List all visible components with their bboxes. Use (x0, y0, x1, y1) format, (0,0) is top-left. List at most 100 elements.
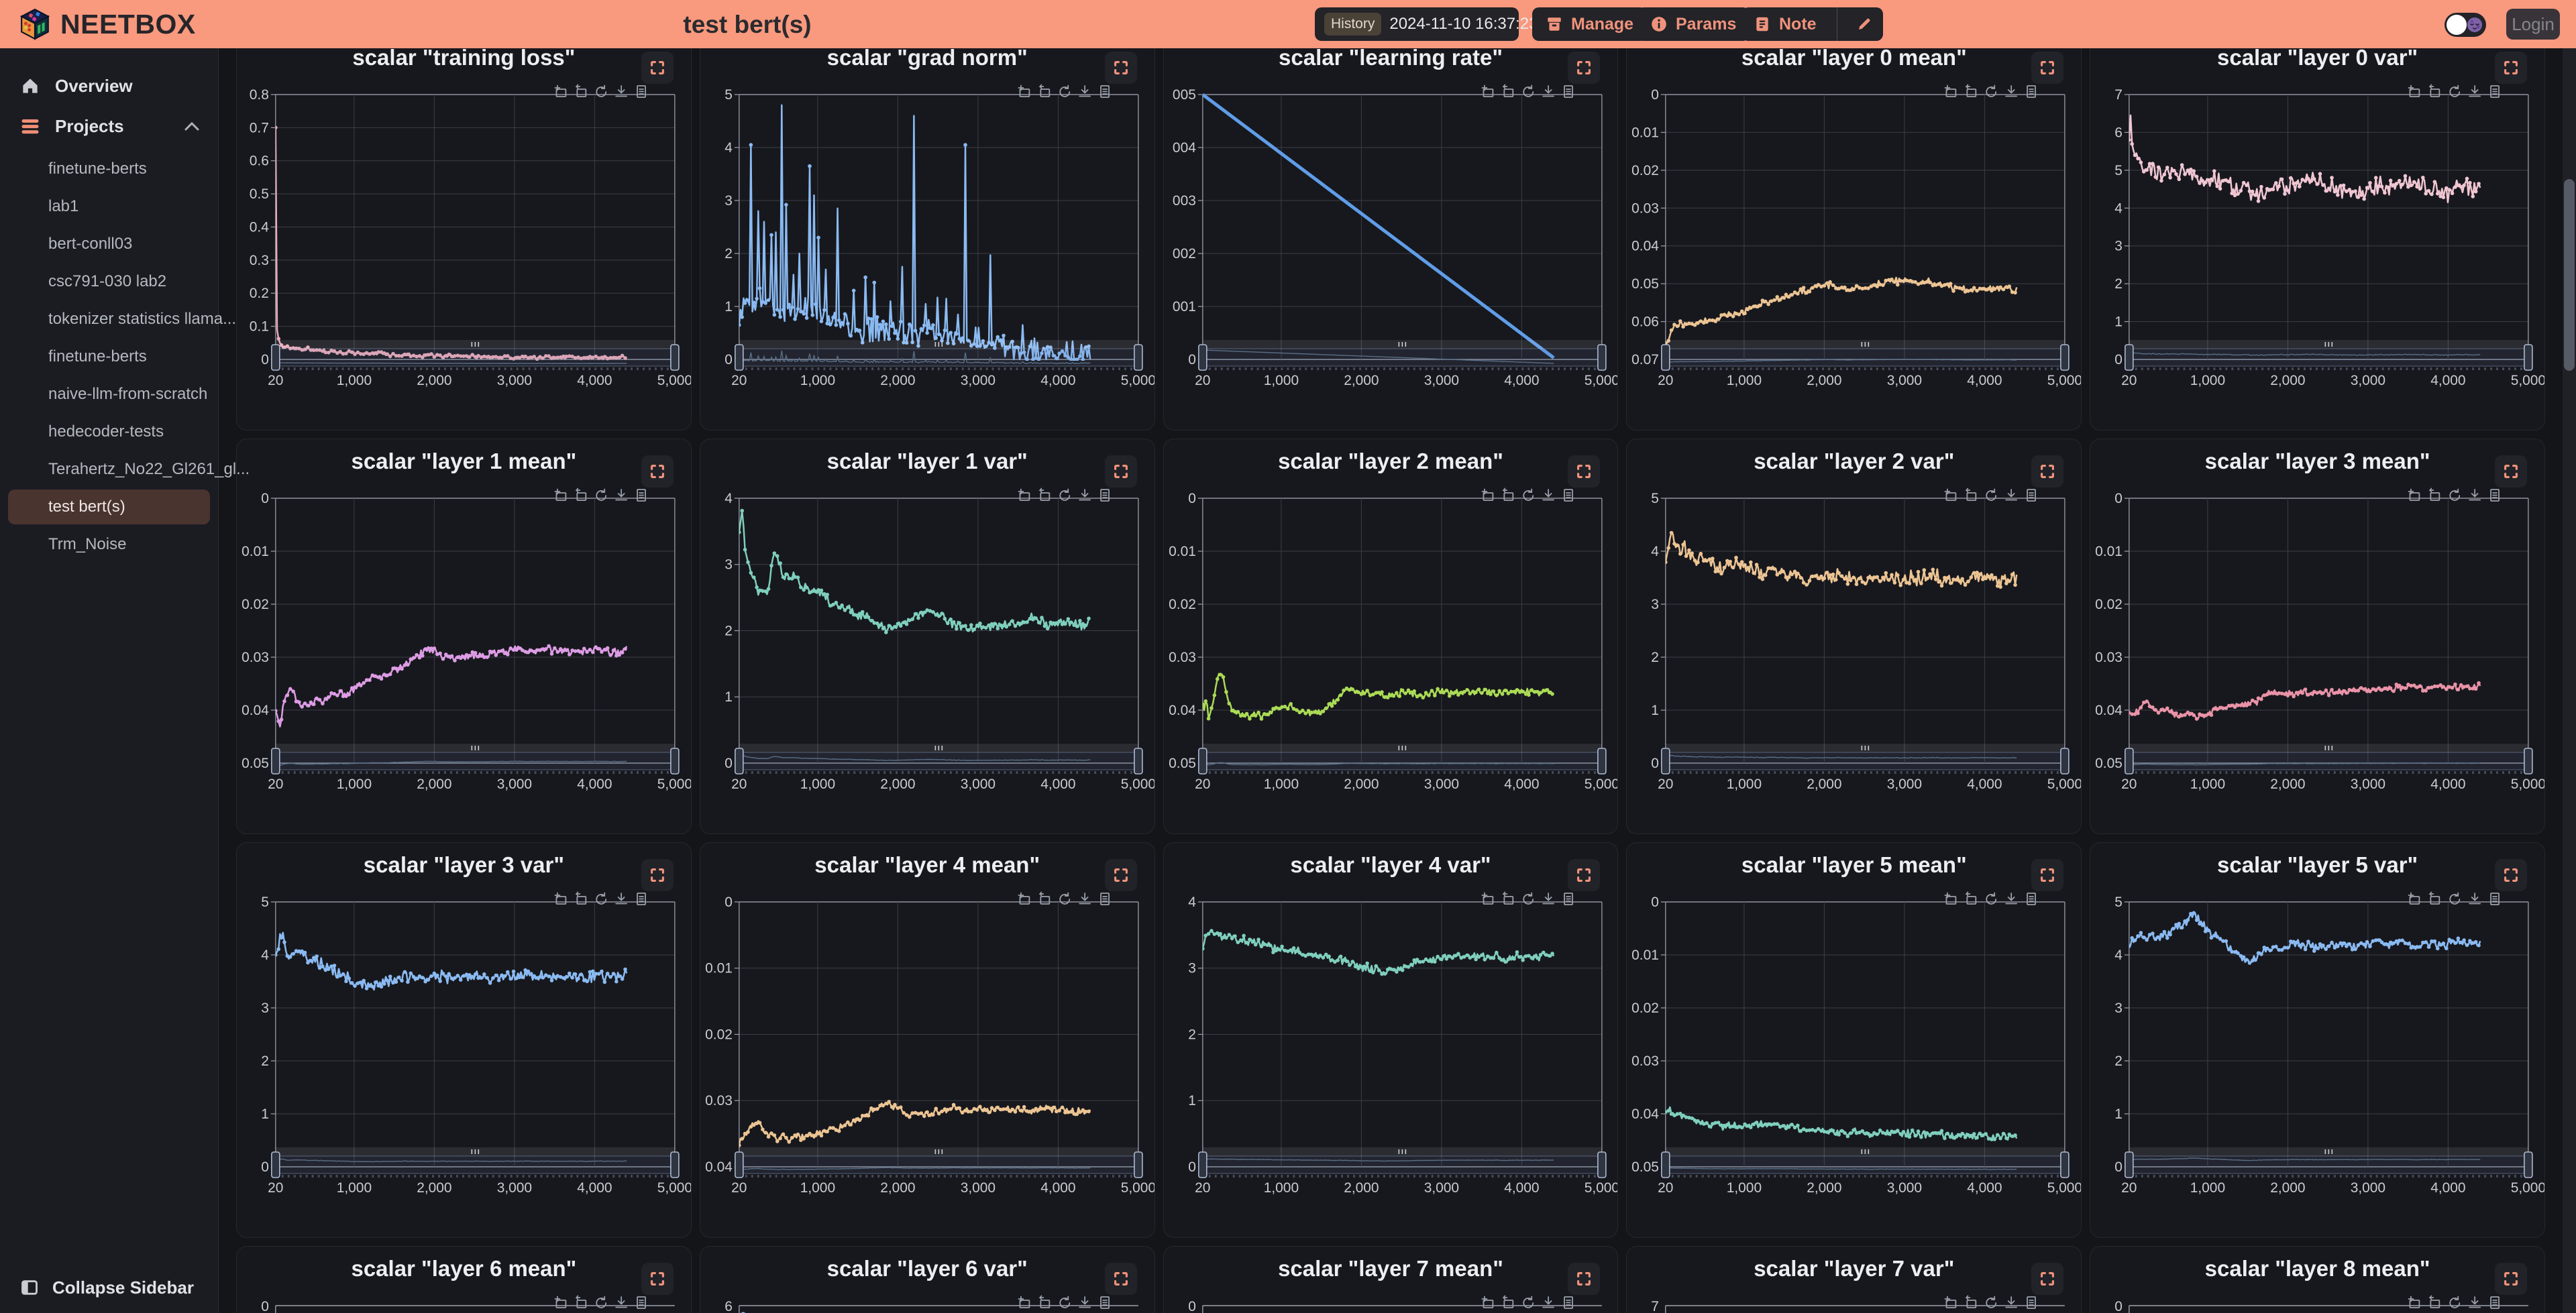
datazoom-handle-left[interactable] (1197, 748, 1208, 775)
chart-canvas[interactable]: 5 4 3 2 1 0 20 1,000 2,000 3,000 4,000 5,000 (1627, 477, 2081, 834)
toolbox-box-zoom-icon[interactable] (1481, 1296, 1493, 1308)
expand-chart-button[interactable] (641, 455, 674, 488)
toolbox-download-icon[interactable] (2469, 893, 2481, 905)
sidebar-project-item[interactable]: test bert(s) (8, 490, 210, 524)
toolbox-data-view-icon[interactable] (1563, 893, 1573, 905)
toolbox-refresh-icon[interactable] (1059, 1296, 1070, 1308)
toolbox-restore-icon[interactable] (575, 1295, 587, 1308)
toolbox-box-zoom-icon[interactable] (2408, 84, 2420, 97)
datazoom-handle-left[interactable] (2125, 748, 2134, 775)
toolbox-box-zoom-icon[interactable] (1944, 488, 1957, 501)
toolbox-refresh-icon[interactable] (2449, 1296, 2461, 1308)
chart-canvas[interactable]: 7 6 5 4 3 2 1 0 20 1,000 2,000 3,000 4,000 5,000 (2090, 73, 2544, 431)
toolbox-data-view-icon[interactable] (1563, 489, 1573, 502)
datazoom-handle-right[interactable] (2524, 344, 2533, 371)
toolbox-data-view-icon[interactable] (1099, 893, 1110, 905)
params-button[interactable]: Params (1637, 7, 1750, 41)
toolbox-restore-icon[interactable] (1965, 488, 1977, 501)
datazoom-handle-right[interactable] (2060, 748, 2070, 775)
toolbox-box-zoom-icon[interactable] (554, 1296, 567, 1308)
chart-canvas[interactable]: 0 0.01 0.02 0.03 0.04 0.05 0.06 0.07 20 1,000 2,00… (1627, 73, 2081, 431)
toolbox-refresh-icon[interactable] (1986, 84, 1997, 97)
expand-chart-button[interactable] (641, 859, 674, 891)
brand[interactable]: NEETBOX (19, 8, 196, 40)
toolbox-box-zoom-icon[interactable] (1944, 892, 1957, 905)
expand-chart-button[interactable] (2031, 455, 2064, 488)
toolbox-restore-icon[interactable] (575, 891, 587, 905)
chart-canvas[interactable]: 005 004 003 002 001 0 20 1,000 2,000 3,000 4,000 5,… (1164, 73, 1618, 431)
toolbox-restore-icon[interactable] (1038, 488, 1051, 501)
toolbox-refresh-icon[interactable] (1523, 1296, 1534, 1308)
toolbox-refresh-icon[interactable] (596, 488, 607, 501)
sidebar-item-overview[interactable]: Overview (0, 70, 218, 102)
datazoom-handle-left[interactable] (271, 344, 280, 371)
toolbox-data-view-icon[interactable] (2027, 489, 2037, 502)
datazoom-slider[interactable] (271, 744, 680, 775)
toolbox-refresh-icon[interactable] (596, 84, 607, 97)
toolbox-refresh-icon[interactable] (2449, 84, 2461, 97)
toolbox-refresh-icon[interactable] (1059, 84, 1070, 97)
toolbox-data-view-icon[interactable] (2027, 85, 2037, 98)
expand-chart-button[interactable] (2494, 52, 2527, 84)
manage-button[interactable]: Manage (1532, 7, 1648, 41)
chart-canvas[interactable]: 0 0.01 0.02 0.03 0.04 0.05 20 1,000 2,000 3,000 4,… (237, 477, 691, 834)
datazoom-handle-right[interactable] (670, 344, 680, 371)
chart-canvas[interactable]: 0 0.01 0.02 0.03 0.04 20 1,000 2,000 3,000 4,000 5… (700, 880, 1155, 1238)
toolbox-box-zoom-icon[interactable] (554, 488, 567, 501)
toolbox-download-icon[interactable] (1079, 85, 1091, 97)
toolbox-download-icon[interactable] (2005, 893, 2018, 905)
expand-chart-button[interactable] (2494, 455, 2527, 488)
datazoom-handle-left[interactable] (734, 748, 744, 775)
chart-canvas[interactable]: 6 (700, 1284, 1155, 1313)
chart-canvas[interactable]: 0 (2090, 1284, 2544, 1313)
toolbox-restore-icon[interactable] (2428, 488, 2440, 501)
toolbox-box-zoom-icon[interactable] (1481, 892, 1493, 905)
toolbox-data-view-icon[interactable] (2490, 893, 2500, 905)
sidebar-project-item[interactable]: csc791-030 lab2 (8, 264, 210, 299)
datazoom-slider[interactable] (271, 340, 680, 371)
toolbox-data-view-icon[interactable] (1099, 489, 1110, 502)
history-dropdown[interactable]: History 2024-11-10 16:37:23 (1315, 7, 1538, 41)
toolbox-data-view-icon[interactable] (1099, 85, 1110, 98)
toolbox-data-view-icon[interactable] (2027, 1296, 2037, 1309)
toolbox-restore-icon[interactable] (575, 84, 587, 97)
toolbox-restore-icon[interactable] (1038, 84, 1051, 97)
expand-chart-button[interactable] (2494, 1263, 2527, 1295)
datazoom-handle-right[interactable] (2060, 1151, 2070, 1178)
datazoom-slider[interactable] (734, 340, 1143, 371)
toolbox-download-icon[interactable] (1542, 489, 1554, 501)
toolbox-download-icon[interactable] (2005, 1296, 2018, 1308)
toolbox-refresh-icon[interactable] (2449, 892, 2461, 905)
datazoom-slider[interactable] (734, 744, 1143, 775)
toolbox-download-icon[interactable] (1079, 1296, 1091, 1308)
sidebar-project-item[interactable]: Terahertz_No22_Gl261_gl... (8, 452, 250, 487)
toolbox-download-icon[interactable] (615, 489, 628, 501)
datazoom-handle-right[interactable] (670, 1151, 680, 1178)
chart-canvas[interactable]: 0 (1164, 1284, 1618, 1313)
toolbox-data-view-icon[interactable] (2490, 85, 2500, 98)
toolbox-download-icon[interactable] (1542, 85, 1554, 97)
datazoom-handle-right[interactable] (670, 748, 680, 775)
sidebar-project-item[interactable]: Trm_Noise (8, 527, 210, 562)
datazoom-slider[interactable] (1197, 744, 1607, 775)
datazoom-slider[interactable] (734, 1147, 1143, 1178)
toolbox-download-icon[interactable] (1079, 489, 1091, 501)
toolbox-refresh-icon[interactable] (1523, 488, 1534, 501)
toolbox-restore-icon[interactable] (1038, 1295, 1051, 1308)
datazoom-handle-left[interactable] (1197, 1151, 1208, 1178)
expand-chart-button[interactable] (1104, 1263, 1137, 1295)
toolbox-refresh-icon[interactable] (1986, 488, 1997, 501)
toolbox-box-zoom-icon[interactable] (554, 84, 567, 97)
toolbox-box-zoom-icon[interactable] (1018, 84, 1030, 97)
datazoom-slider[interactable] (1197, 340, 1607, 371)
toolbox-data-view-icon[interactable] (2490, 1296, 2500, 1309)
toolbox-restore-icon[interactable] (1965, 1295, 1977, 1308)
datazoom-slider[interactable] (1197, 1147, 1607, 1178)
toolbox-data-view-icon[interactable] (1563, 85, 1573, 98)
chart-canvas[interactable]: 5 4 3 2 1 0 20 1,000 2,000 3,000 4,000 5,000 (237, 880, 691, 1238)
toolbox-restore-icon[interactable] (1965, 84, 1977, 97)
toolbox-download-icon[interactable] (1079, 893, 1091, 905)
datazoom-handle-left[interactable] (1197, 344, 1208, 371)
datazoom-handle-left[interactable] (271, 748, 280, 775)
toolbox-download-icon[interactable] (2469, 85, 2481, 97)
